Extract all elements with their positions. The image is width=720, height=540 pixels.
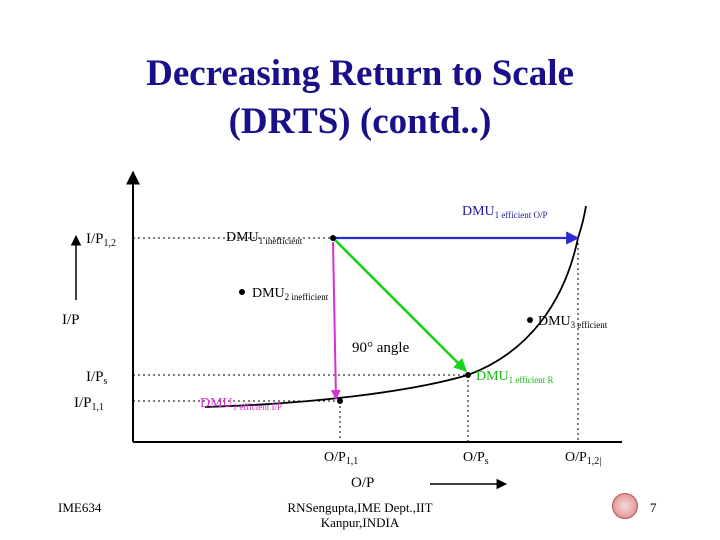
point-dmu2-inefficient — [239, 289, 245, 295]
label-dmu3-eff-sub: 3 efficient — [571, 320, 608, 330]
label-dmu1-eff-op-sub: 1 efficient O/P — [495, 210, 548, 220]
point-dmu1-efficient-r — [465, 372, 471, 378]
label-dmu3-eff-main: DMU — [538, 314, 571, 329]
label-dmu1-eff-r-sub: 1 efficient R — [509, 375, 554, 385]
svg-text:I/P1,1: I/P1,1 — [74, 395, 104, 413]
svg-text:I/Ps: I/Ps — [86, 369, 108, 387]
x-tick-op11-sub: 1,1 — [346, 456, 359, 467]
label-dmu1-eff-ip-sub: 1 efficient I/P — [233, 402, 282, 412]
footer-course: IME634 — [58, 500, 102, 515]
label-dmu1-eff-ip-main: DMU — [200, 396, 233, 411]
y-tick-ip11-main: I/P — [74, 395, 92, 411]
label-dmu1-ineff-main: DMU — [226, 230, 259, 245]
y-tick-ip12-main: I/P — [86, 231, 104, 247]
y-tick-ip12-sub: 1,2 — [104, 238, 117, 249]
footer-author-line1: RNSengupta,IME Dept.,IIT — [287, 500, 433, 515]
footer-author: RNSengupta,IME Dept.,IIT Kanpur,INDIA — [250, 500, 470, 530]
svg-text:O/P1,2|: O/P1,2| — [565, 450, 601, 467]
institute-seal-icon — [612, 493, 638, 519]
page-number: 7 — [650, 500, 657, 515]
point-dmu1-efficient-ip — [337, 398, 343, 404]
y-axis-label: I/P — [62, 312, 80, 328]
svg-text:O/P1,1: O/P1,1 — [324, 450, 358, 467]
x-axis-label: O/P — [351, 475, 374, 491]
label-dmu2-ineff-main: DMU — [252, 286, 285, 301]
x-tick-op12-sub: 1,2| — [587, 456, 602, 467]
label-dmu1-eff-r-main: DMU — [476, 369, 509, 384]
angle-annotation: 90° angle — [352, 340, 410, 356]
x-tick-op12-main: O/P — [565, 450, 587, 465]
x-tick-ops-sub: s — [485, 456, 489, 467]
svg-text:DMU2 inefficient: DMU2 inefficient — [252, 286, 329, 302]
svg-text:O/Ps: O/Ps — [463, 450, 489, 467]
y-tick-ips-main: I/P — [86, 369, 104, 385]
point-dmu1-inefficient — [330, 235, 336, 241]
point-dmu3-efficient — [527, 317, 533, 323]
x-tick-op11-main: O/P — [324, 450, 346, 465]
slide-title-line2: (DRTS) (contd..) — [228, 101, 492, 142]
label-dmu2-ineff-sub: 2 inefficient — [285, 292, 329, 302]
slide-title-line1: Decreasing Return to Scale — [146, 53, 574, 94]
radial-projection-arrow — [332, 237, 467, 372]
input-projection-arrow — [330, 241, 341, 400]
svg-text:DMU1 efficient O/P: DMU1 efficient O/P — [462, 204, 548, 220]
y-tick-ip11-sub: 1,1 — [92, 402, 105, 413]
footer-author-line2: Kanpur,INDIA — [320, 515, 400, 530]
svg-text:DMU1 efficient R: DMU1 efficient R — [476, 369, 554, 385]
y-tick-ips-sub: s — [104, 376, 108, 387]
x-tick-ops-main: O/P — [463, 450, 485, 465]
svg-text:DMU3 efficient: DMU3 efficient — [538, 314, 608, 330]
label-dmu1-ineff-sub: 1 inefficient — [259, 236, 303, 246]
svg-text:DMU1 efficient I/P: DMU1 efficient I/P — [200, 396, 282, 412]
svg-text:I/P1,2: I/P1,2 — [86, 231, 116, 249]
label-dmu1-eff-op-main: DMU — [462, 204, 495, 219]
efficiency-frontier — [204, 205, 587, 408]
svg-text:DMU1 inefficient: DMU1 inefficient — [226, 230, 303, 246]
